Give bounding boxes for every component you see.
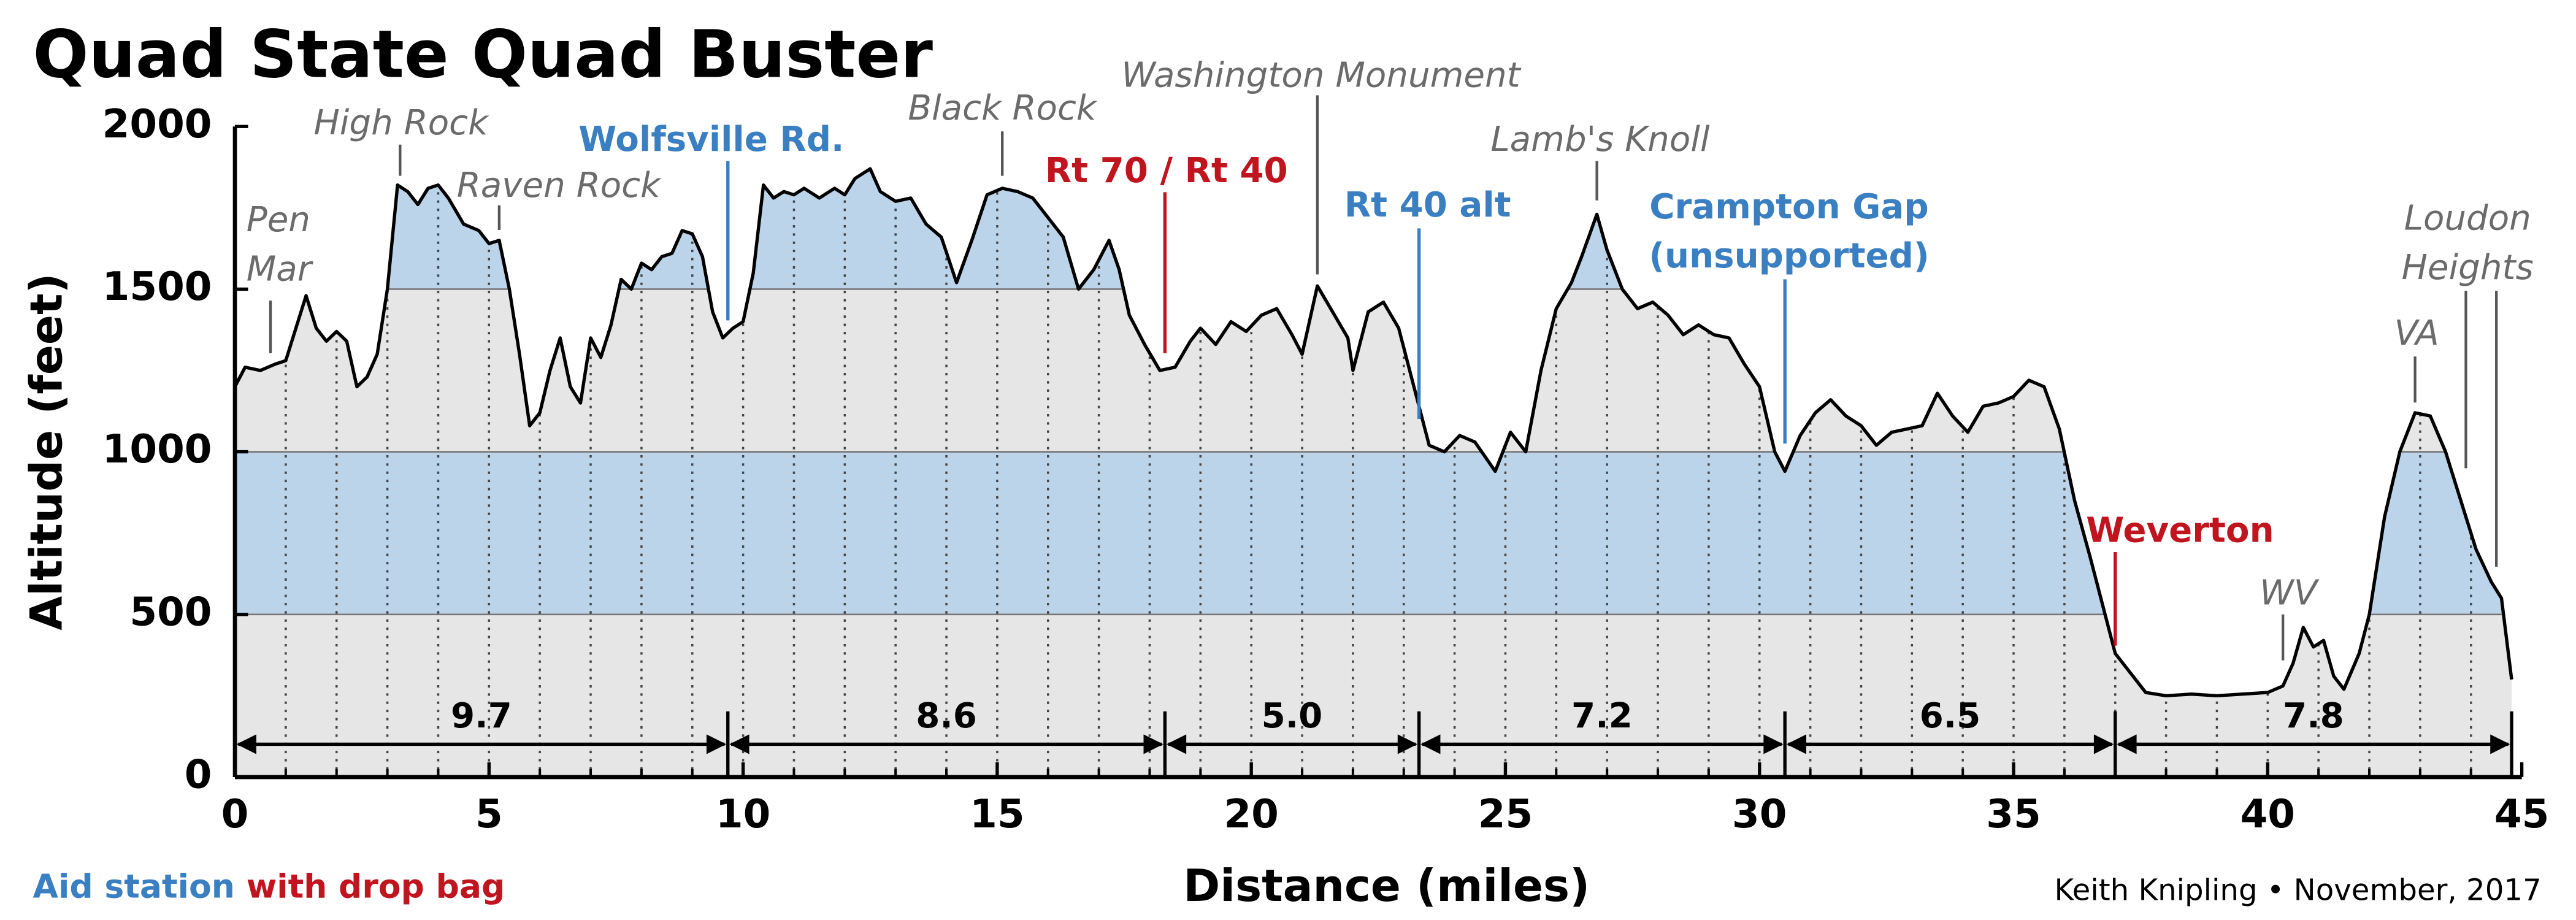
x-tick-label: 15 <box>970 791 1024 837</box>
legend-entry: Aid station <box>33 867 235 906</box>
annotation-label: Loudon <box>2404 199 2531 239</box>
y-tick-label: 500 <box>129 589 212 635</box>
y-tick-label: 1000 <box>102 426 212 472</box>
segment-label: 7.8 <box>2283 696 2344 736</box>
x-axis-label: Distance (miles) <box>1183 861 1590 912</box>
x-tick-label: 5 <box>475 791 503 837</box>
x-tick-label: 35 <box>1986 791 2041 837</box>
segment-label: 7.2 <box>1571 696 1633 736</box>
annotation-label: Raven Rock <box>457 166 662 205</box>
legend-entry: with drop bag <box>247 867 505 906</box>
annotation-label: Washington Monument <box>1121 56 1521 96</box>
annotation-label: High Rock <box>313 103 489 143</box>
credit: Keith Knipling • November, 2017 <box>2054 873 2541 907</box>
profile-line <box>233 167 2513 698</box>
annotation-label: Crampton Gap <box>1649 187 1928 227</box>
x-tick-label: 30 <box>1732 791 1787 837</box>
x-tick-label: 0 <box>221 791 249 837</box>
annotation-label: Weverton <box>2086 510 2274 550</box>
y-tick-label: 2000 <box>102 101 212 147</box>
y-tick-label: 1500 <box>102 264 212 310</box>
annotation-label: Heights <box>2402 248 2534 288</box>
segment-label: 8.6 <box>916 696 977 736</box>
annotation-label: Lamb's Knoll <box>1490 120 1710 159</box>
segment-label: 9.7 <box>451 696 512 736</box>
y-axis-label: Altitude (feet) <box>21 273 72 630</box>
chart-title: Quad State Quad Buster <box>33 17 933 93</box>
annotation-label: VA <box>2394 313 2439 353</box>
annotation-label: Rt 70 / Rt 40 <box>1045 151 1288 191</box>
annotation-label: WV <box>2260 573 2320 613</box>
annotation-label: Black Rock <box>908 88 1097 128</box>
x-tick-label: 45 <box>2494 791 2549 837</box>
x-tick-label: 40 <box>2241 791 2295 837</box>
segment-label: 5.0 <box>1262 696 1323 736</box>
annotation-label: Wolfsville Rd. <box>578 120 844 159</box>
annotation-label: Rt 40 alt <box>1344 185 1511 225</box>
y-tick-label: 0 <box>185 752 212 798</box>
x-tick-label: 10 <box>716 791 770 837</box>
x-tick-label: 25 <box>1478 791 1533 837</box>
x-tick-label: 20 <box>1224 791 1278 837</box>
annotation-label: Pen <box>247 200 310 240</box>
annotation-label: (unsupported) <box>1649 236 1929 276</box>
segment-label: 6.5 <box>1920 696 1981 736</box>
annotation-label: Mar <box>247 250 314 289</box>
